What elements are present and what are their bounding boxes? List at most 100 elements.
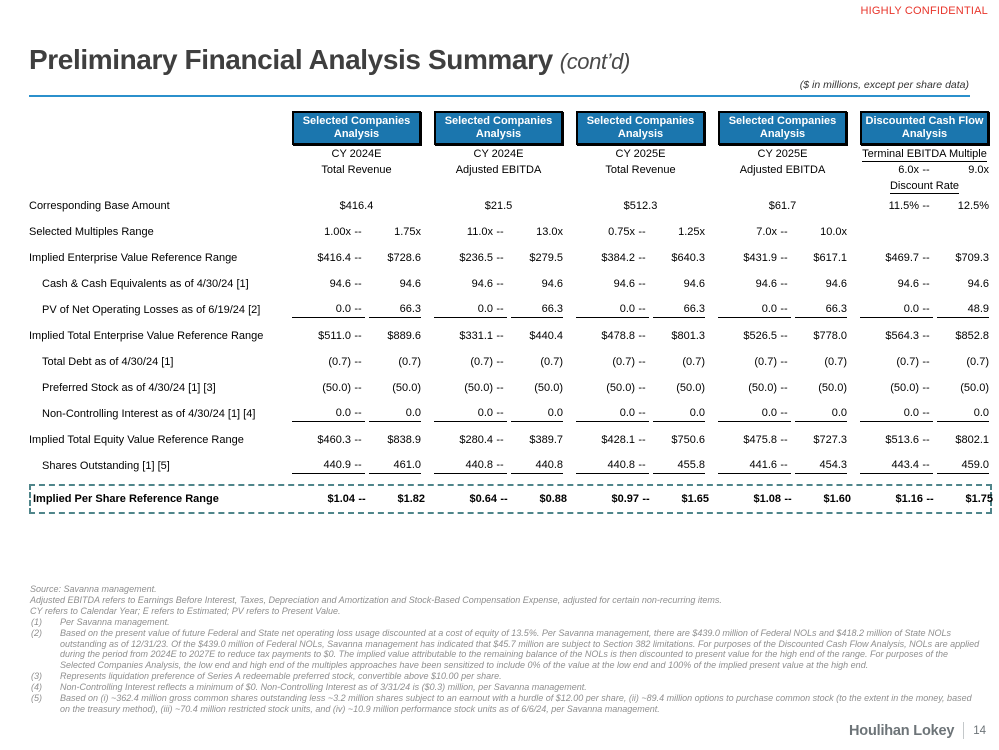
row-label: Implied Enterprise Value Reference Range [29,251,238,264]
range-separator: -- [638,382,646,394]
range-high: $279.5 [529,252,563,264]
range-high: 66.3 [511,303,563,318]
range-separator: -- [919,303,933,318]
range-high: (0.7) [398,356,421,368]
range-high: (0.7) [682,356,705,368]
range-separator: -- [354,356,362,368]
range-separator: -- [919,407,933,422]
single-value: $416.4 [339,200,374,212]
range-separator: -- [919,459,933,474]
range-high: (50.0) [534,382,563,394]
row-label: Total Debt as of 4/30/24 [1] [42,355,174,368]
cell-group: (0.7) -- (0.7) [576,356,705,368]
range-high: (50.0) [676,382,705,394]
cell-group: $21.5 [434,200,563,212]
column-header-box: Discounted Cash Flow Analysis [860,111,989,145]
cell-group: (50.0) -- (50.0) [718,382,847,394]
range-low: $469.7 [885,252,919,264]
range-high: 455.8 [653,459,705,474]
range-low: 94.6 [613,278,635,290]
table-row: PV of Net Operating Losses as of 6/19/24… [29,297,992,323]
cell-group: $469.7 -- $709.3 [860,252,989,264]
cell-group: $280.4 -- $389.7 [434,434,563,446]
range-high: 94.6 [683,278,705,290]
range-separator: -- [500,493,508,505]
range-separator: -- [926,493,934,505]
cell-group: 0.0 -- 0.0 [292,407,421,422]
cell-group: $428.1 -- $750.6 [576,434,705,446]
range-high: $640.3 [671,252,705,264]
footnote-number: (2) [31,627,42,638]
footnote-item: (1) Per Savanna management. [30,617,982,628]
range-high: $802.1 [955,434,989,446]
range-low: (50.0) [464,382,493,394]
cell-group: 443.4 -- 459.0 [860,459,989,474]
cell-group: 0.0 -- 0.0 [718,407,847,422]
range-separator: -- [493,459,507,474]
range-low: $1.04 [327,493,355,505]
column-header-cy2025-revenue: Selected Companies Analysis CY 2025E Tot… [576,111,705,193]
cell-group: $460.3 -- $838.9 [292,434,421,446]
range-separator: -- [354,226,362,238]
column-metric-label: Adjusted EBITDA [455,164,542,176]
range-low: $475.8 [743,434,777,446]
range-high: 48.9 [937,303,989,318]
range-high: (50.0) [960,382,989,394]
range-low: 94.6 [755,278,777,290]
range-separator: -- [354,434,362,446]
footnote-item: (3) Represents liquidation preference of… [30,671,982,682]
range-separator: -- [922,278,930,290]
footnote-list: (1) Per Savanna management. (2) Based on… [30,617,982,715]
table-row: Selected Multiples Range 1.00x -- 1.75x … [29,219,992,245]
range-separator: -- [638,434,646,446]
row-label: Corresponding Base Amount [29,199,170,212]
range-separator: -- [351,459,365,474]
terminal-multiple-label: Terminal EBITDA Multiple [862,148,987,162]
range-low: 440.8 [576,459,635,474]
range-separator: -- [922,382,930,394]
implied-per-share-highlight-box: Implied Per Share Reference Range $1.04 … [29,484,993,514]
cell-group: 0.0 -- 66.3 [434,303,563,318]
range-high: $838.9 [387,434,421,446]
cell-group: (50.0) -- (50.0) [860,382,989,394]
range-low: $1.16 [895,493,923,505]
table-row: Implied Per Share Reference Range $1.04 … [33,489,993,509]
column-period-label: CY 2025E [615,148,666,160]
cell-group: $475.8 -- $727.3 [718,434,847,446]
cell-group: $1.08 -- $1.60 [722,493,851,505]
row-label: Implied Per Share Reference Range [33,492,219,505]
cell-group: $478.8 -- $801.3 [576,330,705,342]
range-low: $384.2 [601,252,635,264]
range-separator: -- [635,459,649,474]
footnote-text: Based on (i) ~362.4 million gross common… [60,693,972,714]
range-high: $852.8 [955,330,989,342]
cell-group: $0.97 -- $1.65 [580,493,709,505]
cell-group: (50.0) -- (50.0) [292,382,421,394]
footnote-text: Non-Controlling Interest reflects a mini… [60,682,587,693]
range-low: $513.6 [885,434,919,446]
range-high: 66.3 [653,303,705,318]
range-separator: -- [777,407,791,422]
cell-group: 0.0 -- 48.9 [860,303,989,318]
range-high: (0.7) [966,356,989,368]
table-row: Corresponding Base Amount $416.4 $21.5 $… [29,193,992,219]
range-separator: -- [496,226,504,238]
page-title-text: Preliminary Financial Analysis Summary [29,44,553,75]
row-label: Non-Controlling Interest as of 4/30/24 [… [42,407,256,420]
range-low: $431.9 [743,252,777,264]
range-low: 0.0 [292,407,351,422]
footer-divider [963,722,965,739]
column-metric-label: Total Revenue [321,164,392,176]
cell-group: $511.0 -- $889.6 [292,330,421,342]
range-low: (0.7) [470,356,493,368]
column-header-cy2024-ebitda: Selected Companies Analysis CY 2024E Adj… [434,111,563,193]
column-period-label: CY 2025E [757,148,808,160]
range-high: 66.3 [795,303,847,318]
footnote-text: Represents liquidation preference of Ser… [60,671,502,682]
range-separator: -- [358,493,366,505]
range-low: 0.0 [860,303,919,318]
range-high: $0.88 [539,493,567,505]
range-separator: -- [922,164,930,176]
range-separator: -- [496,434,504,446]
